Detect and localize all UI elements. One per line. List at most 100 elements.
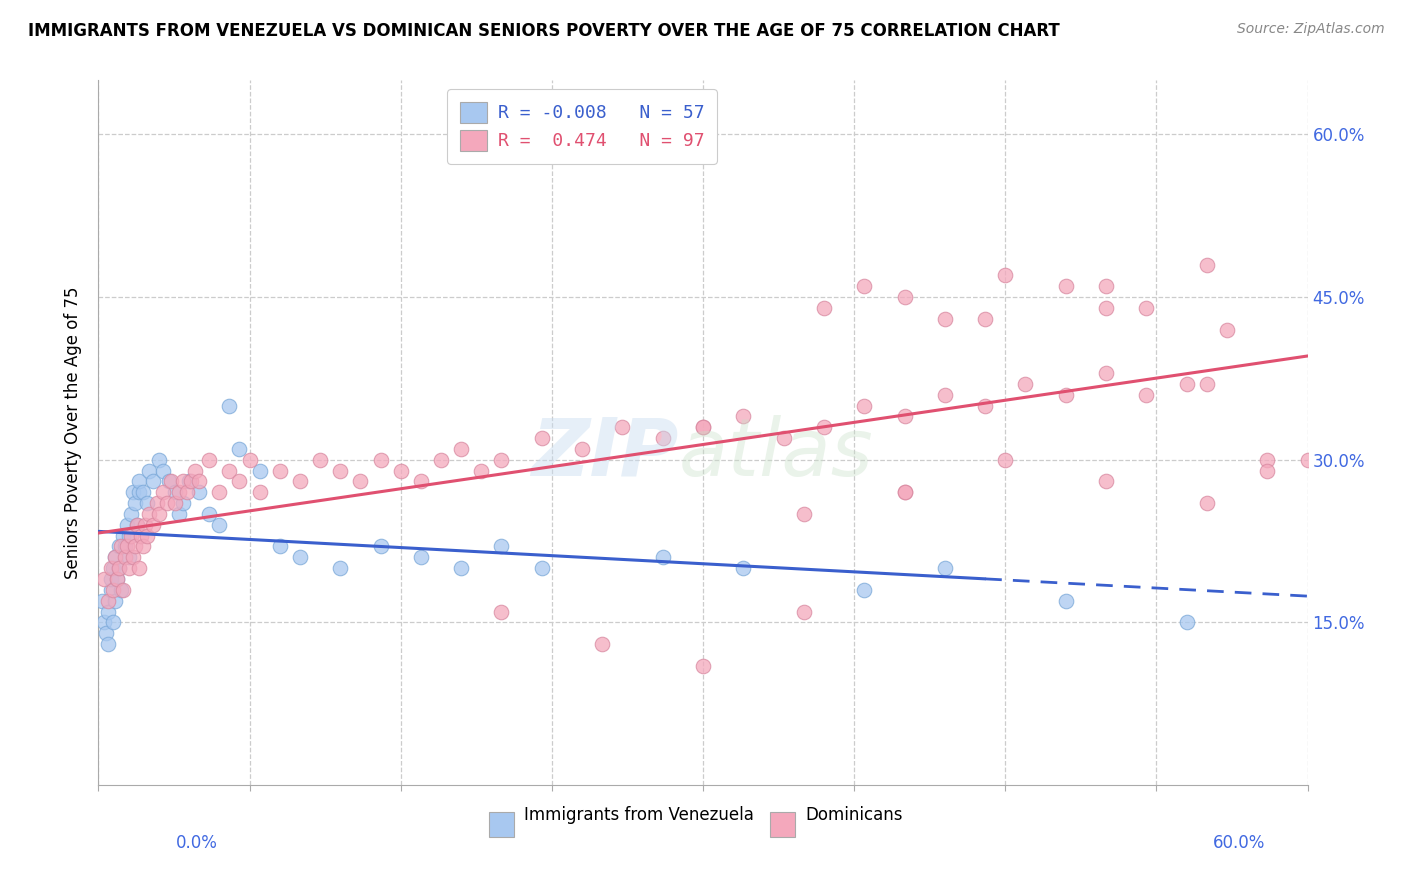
Point [107,540,129,554]
Point [994,452,1017,467]
Legend: R = -0.008   N = 57, R =  0.474   N = 97: R = -0.008 N = 57, R = 0.474 N = 97 [447,89,717,163]
Point [409,475,432,489]
Point [450,442,472,456]
Point [1296,452,1319,467]
Point [148,452,170,467]
Point [132,540,155,554]
Text: ZIP: ZIP [531,415,679,492]
Point [167,485,190,500]
Point [103,550,125,565]
Point [167,507,190,521]
Point [208,485,231,500]
Point [370,452,392,467]
Point [118,550,141,565]
Point [115,517,138,532]
Point [329,464,352,478]
Point [96,626,118,640]
Point [120,507,142,521]
Text: atlas: atlas [679,415,873,492]
Point [793,605,815,619]
Point [288,550,311,565]
Point [172,496,194,510]
Point [134,517,156,532]
Point [114,550,136,565]
Point [103,550,125,565]
Point [100,582,122,597]
Point [450,561,472,575]
Point [121,550,143,565]
Point [138,507,160,521]
Point [176,485,198,500]
Point [103,593,125,607]
Point [142,517,165,532]
Point [118,561,141,575]
Point [93,615,115,630]
Point [1054,387,1077,401]
Point [163,485,186,500]
Point [101,561,124,575]
Point [105,572,128,586]
Point [853,279,876,293]
Point [269,540,291,554]
Point [329,561,352,575]
Point [97,593,120,607]
Point [157,475,180,489]
Point [114,540,136,554]
Point [934,387,956,401]
Point [128,485,150,500]
Point [893,485,915,500]
Point [218,399,240,413]
Point [974,399,997,413]
Point [101,582,124,597]
Point [125,517,148,532]
Point [1216,323,1239,337]
Text: Source: ZipAtlas.com: Source: ZipAtlas.com [1237,22,1385,37]
Point [135,496,157,510]
Point [188,485,211,500]
Point [591,637,613,651]
Point [115,540,138,554]
Point [1095,366,1118,380]
Point [1195,376,1218,391]
Point [249,464,271,478]
Point [172,475,194,489]
Point [105,572,128,586]
Point [530,431,553,445]
Point [228,475,250,489]
Point [129,528,152,542]
Point [853,399,876,413]
Point [128,561,150,575]
Point [111,582,134,597]
Point [288,475,311,489]
Point [148,507,170,521]
Point [132,485,155,500]
Point [651,431,673,445]
Point [651,550,673,565]
Point [124,496,146,510]
Point [179,475,201,489]
Point [152,464,174,478]
Text: Immigrants from Venezuela: Immigrants from Venezuela [523,806,754,824]
Point [269,464,291,478]
Point [135,528,157,542]
Point [491,605,513,619]
Point [1054,279,1077,293]
Text: 60.0%: 60.0% [1213,834,1265,852]
Point [370,540,392,554]
Point [124,540,146,554]
Point [349,475,371,489]
Point [853,582,876,597]
Point [1095,475,1118,489]
Point [110,540,132,554]
Point [813,420,835,434]
Point [152,485,174,500]
Point [128,475,150,489]
Point [107,561,129,575]
Point [97,605,120,619]
Point [1054,593,1077,607]
Point [692,658,714,673]
Point [1175,615,1198,630]
Point [138,464,160,478]
Point [1095,279,1118,293]
Y-axis label: Seniors Poverty Over the Age of 75: Seniors Poverty Over the Age of 75 [65,286,83,579]
